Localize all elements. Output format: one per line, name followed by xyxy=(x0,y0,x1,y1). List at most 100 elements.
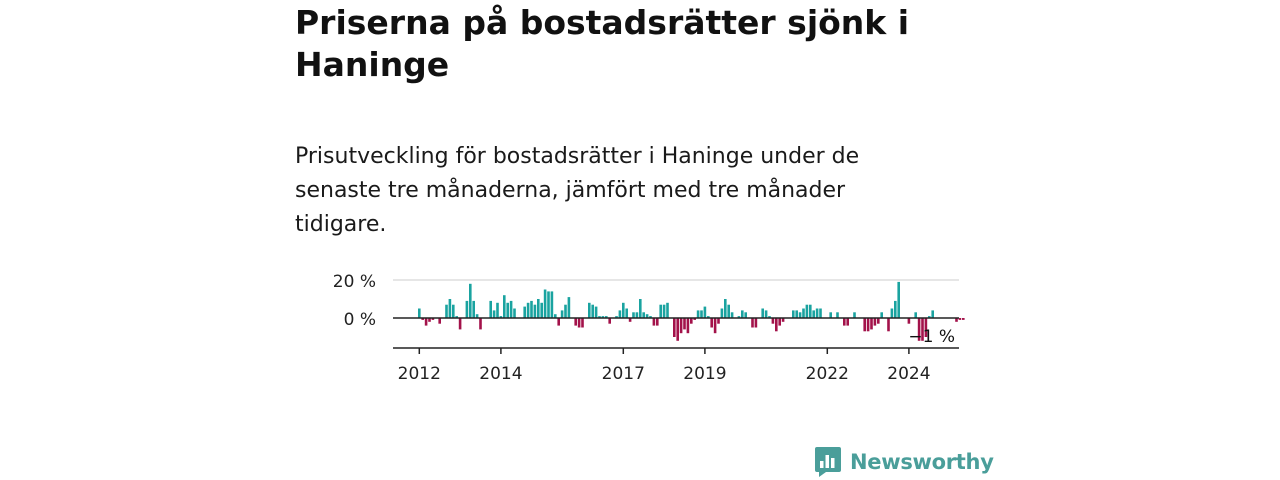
bar xyxy=(523,306,526,318)
bar xyxy=(543,289,547,318)
bar xyxy=(683,318,686,330)
bar xyxy=(717,318,720,324)
bar xyxy=(458,318,462,330)
bar xyxy=(897,281,900,318)
chart-title: Priserna på bostadsrätter sjönk i Haning… xyxy=(295,3,910,84)
bar xyxy=(618,310,622,318)
bar xyxy=(700,310,703,318)
bar xyxy=(795,310,798,318)
bar xyxy=(642,312,645,318)
bar xyxy=(798,312,802,318)
bar xyxy=(594,306,598,318)
bar xyxy=(955,318,958,322)
bar xyxy=(564,304,567,318)
bar xyxy=(509,300,513,318)
bar xyxy=(703,306,707,318)
bar xyxy=(503,295,506,318)
bar xyxy=(686,318,690,334)
bar xyxy=(781,318,785,322)
newsworthy-brand[interactable]: Newsworthy xyxy=(814,446,994,478)
bar xyxy=(809,304,812,318)
last-value-label: −1 % xyxy=(908,327,955,347)
bar xyxy=(574,318,577,326)
bar xyxy=(615,316,618,318)
bar xyxy=(792,310,795,318)
bar xyxy=(673,318,676,337)
bar xyxy=(877,318,880,324)
bar xyxy=(601,316,605,318)
bar xyxy=(836,312,839,318)
bar xyxy=(676,318,679,341)
bar xyxy=(751,318,754,328)
bar xyxy=(727,304,730,318)
bar xyxy=(761,308,764,318)
bar xyxy=(431,318,435,320)
bar xyxy=(421,318,424,320)
bar xyxy=(577,318,581,328)
x-tick-label: 2022 xyxy=(806,364,849,384)
bar xyxy=(707,316,710,318)
bar xyxy=(424,318,428,326)
bar xyxy=(537,299,540,318)
bar xyxy=(870,318,873,330)
bar xyxy=(696,310,700,318)
bar xyxy=(741,310,744,318)
bar xyxy=(846,318,849,326)
x-tick-label: 2012 xyxy=(398,364,441,384)
bar xyxy=(445,304,448,318)
bar xyxy=(588,302,591,318)
bar xyxy=(530,300,533,318)
bar xyxy=(778,318,781,326)
bar xyxy=(448,299,452,318)
bars xyxy=(418,281,965,341)
bar xyxy=(622,302,625,318)
chart-subtitle: Prisutveckling för bostadsrätter i Hanin… xyxy=(295,144,860,237)
bar xyxy=(843,318,846,326)
bar xyxy=(428,318,431,322)
bar xyxy=(713,318,717,334)
bar xyxy=(645,314,649,318)
bar xyxy=(962,318,965,320)
y-tick-label: 0 % xyxy=(344,310,376,330)
bar xyxy=(639,299,642,318)
x-tick-label: 2024 xyxy=(887,364,930,384)
bar xyxy=(581,318,584,328)
bar xyxy=(560,310,564,318)
bar xyxy=(605,316,608,318)
bar xyxy=(958,318,962,320)
bar xyxy=(608,318,611,324)
bar xyxy=(907,318,911,324)
bar xyxy=(557,318,560,326)
bar xyxy=(472,300,475,318)
bar xyxy=(628,318,632,322)
bar xyxy=(771,318,775,324)
bar xyxy=(724,299,727,318)
bar xyxy=(812,310,815,318)
bar xyxy=(914,312,917,318)
axes: 20 % 0 % 2012 2014 2017 2019 2022 2024 −1 % xyxy=(333,272,959,384)
bar xyxy=(853,312,856,318)
x-tick-label: 2014 xyxy=(479,364,522,384)
x-tick-label: 2019 xyxy=(683,364,726,384)
bar xyxy=(873,318,877,326)
bar xyxy=(659,304,662,318)
bar xyxy=(662,304,666,318)
newsworthy-logo-icon xyxy=(815,447,841,477)
bar xyxy=(693,318,696,320)
bar xyxy=(768,316,771,318)
bar xyxy=(710,318,713,328)
bar xyxy=(928,316,931,318)
bar xyxy=(921,318,924,341)
bar xyxy=(775,318,778,332)
bar xyxy=(540,302,543,318)
bar xyxy=(469,283,472,318)
bar xyxy=(679,318,683,334)
bar xyxy=(625,308,628,318)
bar xyxy=(438,318,441,324)
bar xyxy=(737,316,741,318)
bar xyxy=(513,308,516,318)
bar xyxy=(802,308,805,318)
bar xyxy=(489,300,492,318)
bar xyxy=(754,318,758,328)
